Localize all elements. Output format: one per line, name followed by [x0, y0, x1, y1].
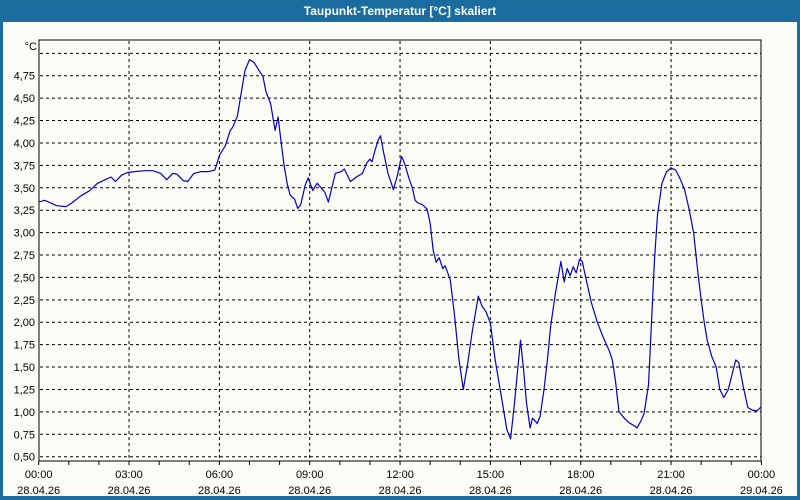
- x-tick-date-label: 29.04.26: [740, 485, 783, 496]
- y-tick-label: 0,50: [14, 452, 35, 464]
- y-tick-label: 1,25: [14, 384, 35, 396]
- y-tick-label: 0,75: [14, 429, 35, 441]
- x-tick-time-label: 00:00: [25, 469, 53, 481]
- window-titlebar[interactable]: Taupunkt-Temperatur [°C] skaliert: [0, 0, 800, 22]
- y-axis-unit-label: °C: [25, 41, 37, 53]
- x-tick-time-label: 03:00: [115, 469, 143, 481]
- y-tick-label: 4,25: [14, 116, 35, 128]
- y-tick-label: 2,75: [14, 250, 35, 262]
- y-tick-label: 1,00: [14, 407, 35, 419]
- y-tick-label: 1,50: [14, 362, 35, 374]
- x-tick-date-label: 28.04.26: [198, 485, 241, 496]
- x-tick-time-label: 15:00: [477, 469, 505, 481]
- y-tick-label: 4,50: [14, 93, 35, 105]
- y-tick-label: 3,50: [14, 183, 35, 195]
- x-tick-time-label: 06:00: [206, 469, 234, 481]
- x-tick-time-label: 12:00: [386, 469, 414, 481]
- x-tick-date-label: 28.04.26: [108, 485, 151, 496]
- x-tick-time-label: 18:00: [567, 469, 595, 481]
- y-tick-label: 1,75: [14, 340, 35, 352]
- x-tick-date-label: 28.04.26: [288, 485, 331, 496]
- y-tick-label: 3,25: [14, 205, 35, 217]
- window-title: Taupunkt-Temperatur [°C] skaliert: [303, 4, 497, 18]
- x-tick-time-label: 21:00: [657, 469, 685, 481]
- y-tick-label: 4,00: [14, 138, 35, 150]
- x-tick-time-label: 09:00: [296, 469, 324, 481]
- chart-svg: 0,50 0,75 1,00 1,25 1,50 1,75 2,00 2,25 2,50 2,75…: [14, 39, 783, 497]
- y-tick-label: 2,50: [14, 272, 35, 284]
- y-tick-label: 2,00: [14, 317, 35, 329]
- x-tick-date-label: 28.04.26: [559, 485, 602, 496]
- x-tick-date-label: 28.04.26: [469, 485, 512, 496]
- data-line: [38, 58, 762, 440]
- y-tick-label: 3,75: [14, 160, 35, 172]
- chart-client-area: 0,50 0,75 1,00 1,25 1,50 1,75 2,00 2,25 2,50 2,75…: [3, 22, 797, 497]
- x-tick-time-label: 00:00: [748, 469, 776, 481]
- y-tick-label: 2,25: [14, 295, 35, 307]
- x-tick-date-label: 28.04.26: [650, 485, 693, 496]
- y-tick-label: 4,75: [14, 71, 35, 83]
- x-tick-date-label: 28.04.26: [379, 485, 422, 496]
- y-tick-label: 3,00: [14, 228, 35, 240]
- x-tick-date-label: 28.04.26: [17, 485, 60, 496]
